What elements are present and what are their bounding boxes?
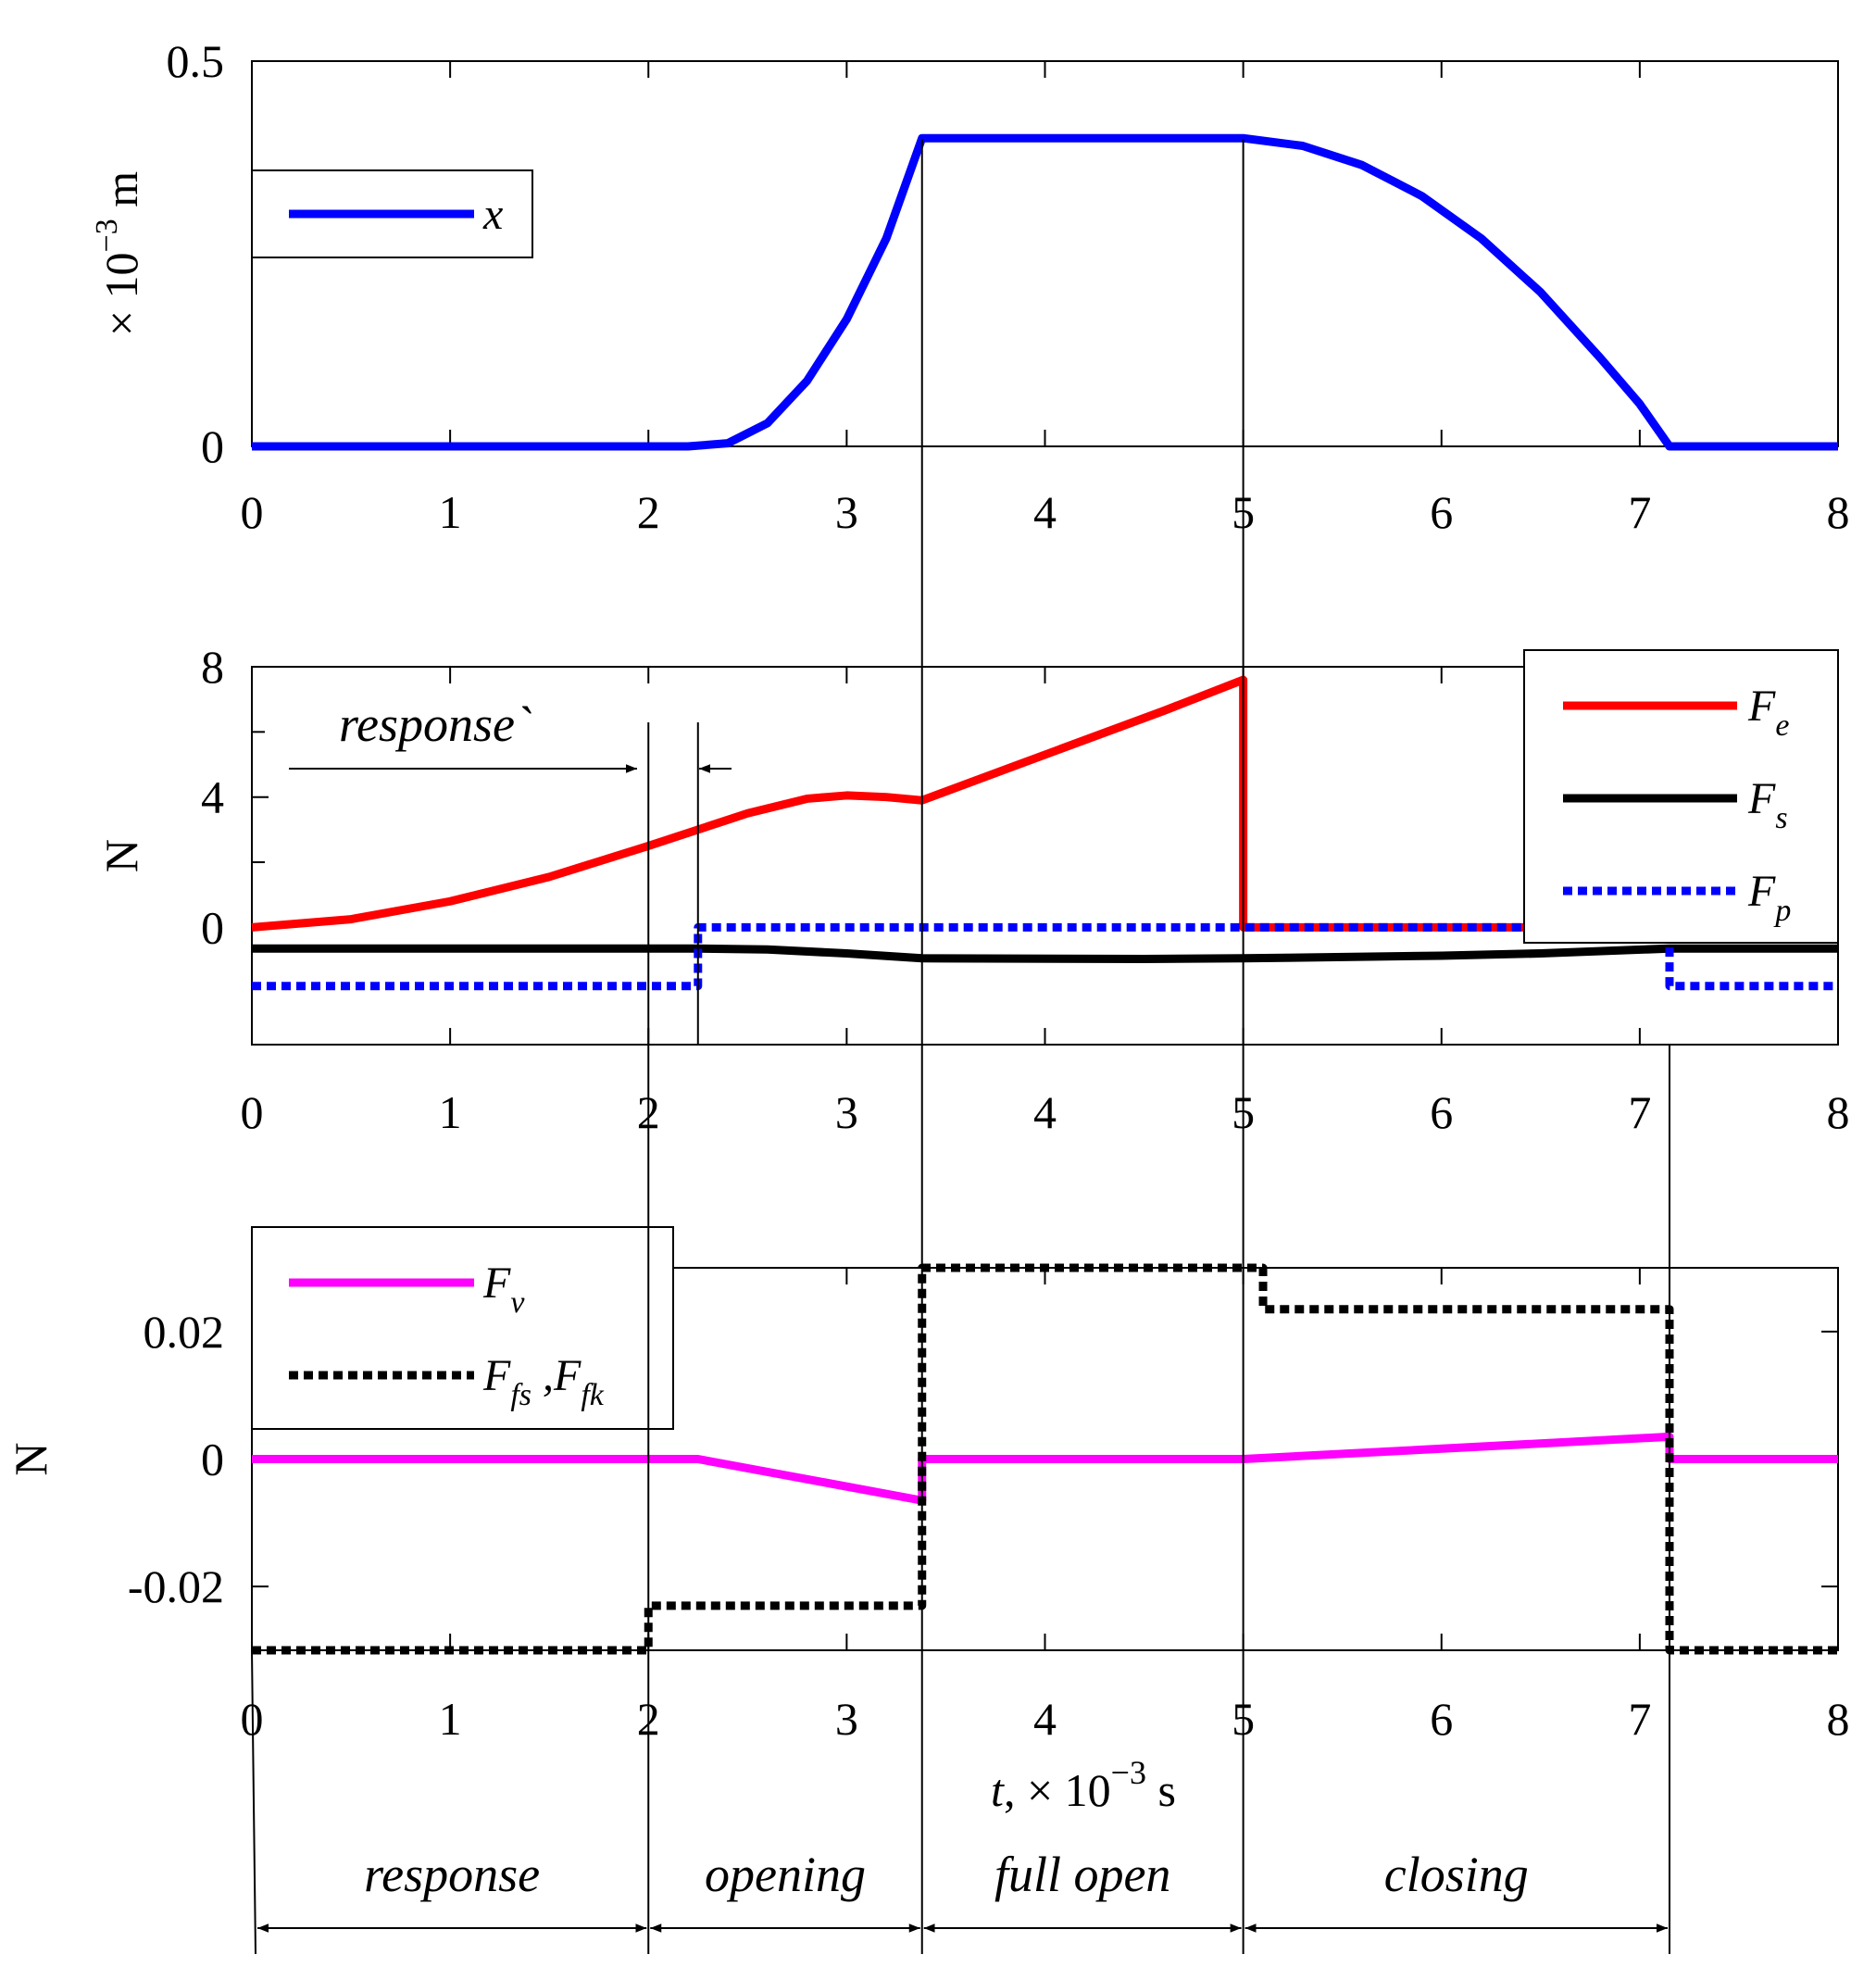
legend-label-sub2: fk	[581, 1378, 604, 1412]
y-axis-label: × 10−3 m	[90, 171, 147, 336]
x-tick-label: 0	[241, 486, 264, 538]
phase-label: opening	[705, 1847, 866, 1902]
y-tick-label: 0	[201, 901, 224, 953]
x-axis-label: t, × 10−3 s	[991, 1754, 1176, 1816]
legend-label-main: F	[1747, 867, 1776, 916]
x-tick-label: 7	[1628, 486, 1651, 538]
y-tick-label: 0.5	[167, 35, 225, 87]
x-tick-label: 7	[1628, 1693, 1651, 1745]
legend-label-main: F	[1747, 682, 1776, 731]
y-tick-label: 0.02	[144, 1306, 225, 1358]
x-tick-label: 8	[1827, 486, 1850, 538]
series-line-x	[252, 133, 1838, 451]
x-tick-label: 6	[1430, 1693, 1453, 1745]
x-tick-label: 6	[1430, 486, 1453, 538]
series-line-fe	[251, 675, 1838, 932]
x-tick-label: 8	[1827, 1693, 1850, 1745]
series-line-fv	[252, 1432, 1838, 1505]
series-line-fs	[252, 944, 1838, 963]
x-tick-label: 3	[835, 486, 858, 538]
y-axis-label-exponent: −3	[90, 219, 124, 252]
legend-label-main: x	[482, 190, 503, 239]
y-tick-label: 8	[201, 641, 224, 693]
x-tick-label: 4	[1033, 486, 1057, 538]
guide-line-start	[251, 1649, 256, 1955]
phase-label: closing	[1384, 1847, 1529, 1902]
legend: x	[251, 169, 533, 258]
x-axis-label-var: t	[991, 1764, 1005, 1816]
x-tick-label: 3	[835, 1086, 858, 1138]
legend-label: Fe	[1747, 682, 1789, 743]
legend-label: Fv	[482, 1259, 525, 1320]
y-tick-label: -0.02	[128, 1560, 224, 1612]
phase-guides	[251, 139, 1670, 1955]
legend-label-main: F	[1747, 774, 1776, 823]
legend-label-sub: fs	[510, 1378, 532, 1412]
response-annotation: response`	[289, 696, 732, 1045]
legend-label-main: F	[482, 1351, 511, 1400]
legend-label: x	[482, 190, 503, 239]
legend-label-main2: ,F	[532, 1351, 582, 1400]
x-tick-label: 6	[1430, 1086, 1453, 1138]
legend-label-sub: p	[1773, 894, 1791, 928]
annotation-label: response`	[339, 696, 532, 752]
legend-label-sub: v	[510, 1285, 525, 1320]
x-tick-label: 0	[241, 1086, 264, 1138]
y-axis-label-part: × 10	[95, 252, 147, 336]
x-axis-label-exponent: −3	[1111, 1754, 1146, 1791]
x-tick-label: 4	[1033, 1086, 1057, 1138]
legend-label-sub: s	[1775, 801, 1787, 835]
x-tick-label: 2	[637, 486, 660, 538]
series-line-fp	[252, 922, 1838, 991]
legend-label: Ffs ,Ffk	[482, 1351, 605, 1412]
legend-label: Fs	[1747, 774, 1788, 835]
x-tick-label: 8	[1827, 1086, 1850, 1138]
legend-label-sub: e	[1775, 708, 1789, 743]
legend-label: Fp	[1747, 867, 1791, 928]
x-tick-label: 1	[439, 1086, 462, 1138]
y-axis-label-unit: m	[95, 171, 147, 219]
legend-box	[251, 1226, 674, 1430]
phase-row: response opening full open closing	[257, 1847, 1668, 1933]
x-axis-label-unit: s	[1146, 1764, 1176, 1816]
y-tick-label: 0	[201, 420, 224, 472]
phase-label: response	[364, 1847, 540, 1902]
x-tick-label: 1	[439, 1693, 462, 1745]
x-tick-label: 1	[439, 486, 462, 538]
y-tick-label: 0	[201, 1434, 224, 1485]
x-tick-label: 4	[1033, 1693, 1057, 1745]
x-tick-label: 3	[835, 1693, 858, 1745]
x-axis-label-sep: , × 10	[1004, 1764, 1111, 1816]
y-tick-label: 4	[201, 771, 224, 823]
legend-label-main: F	[482, 1259, 511, 1308]
x-tick-label: 7	[1628, 1086, 1651, 1138]
phase-label: full open	[994, 1847, 1170, 1902]
y-axis-label: N	[95, 839, 147, 872]
y-axis-label: N	[5, 1442, 56, 1475]
